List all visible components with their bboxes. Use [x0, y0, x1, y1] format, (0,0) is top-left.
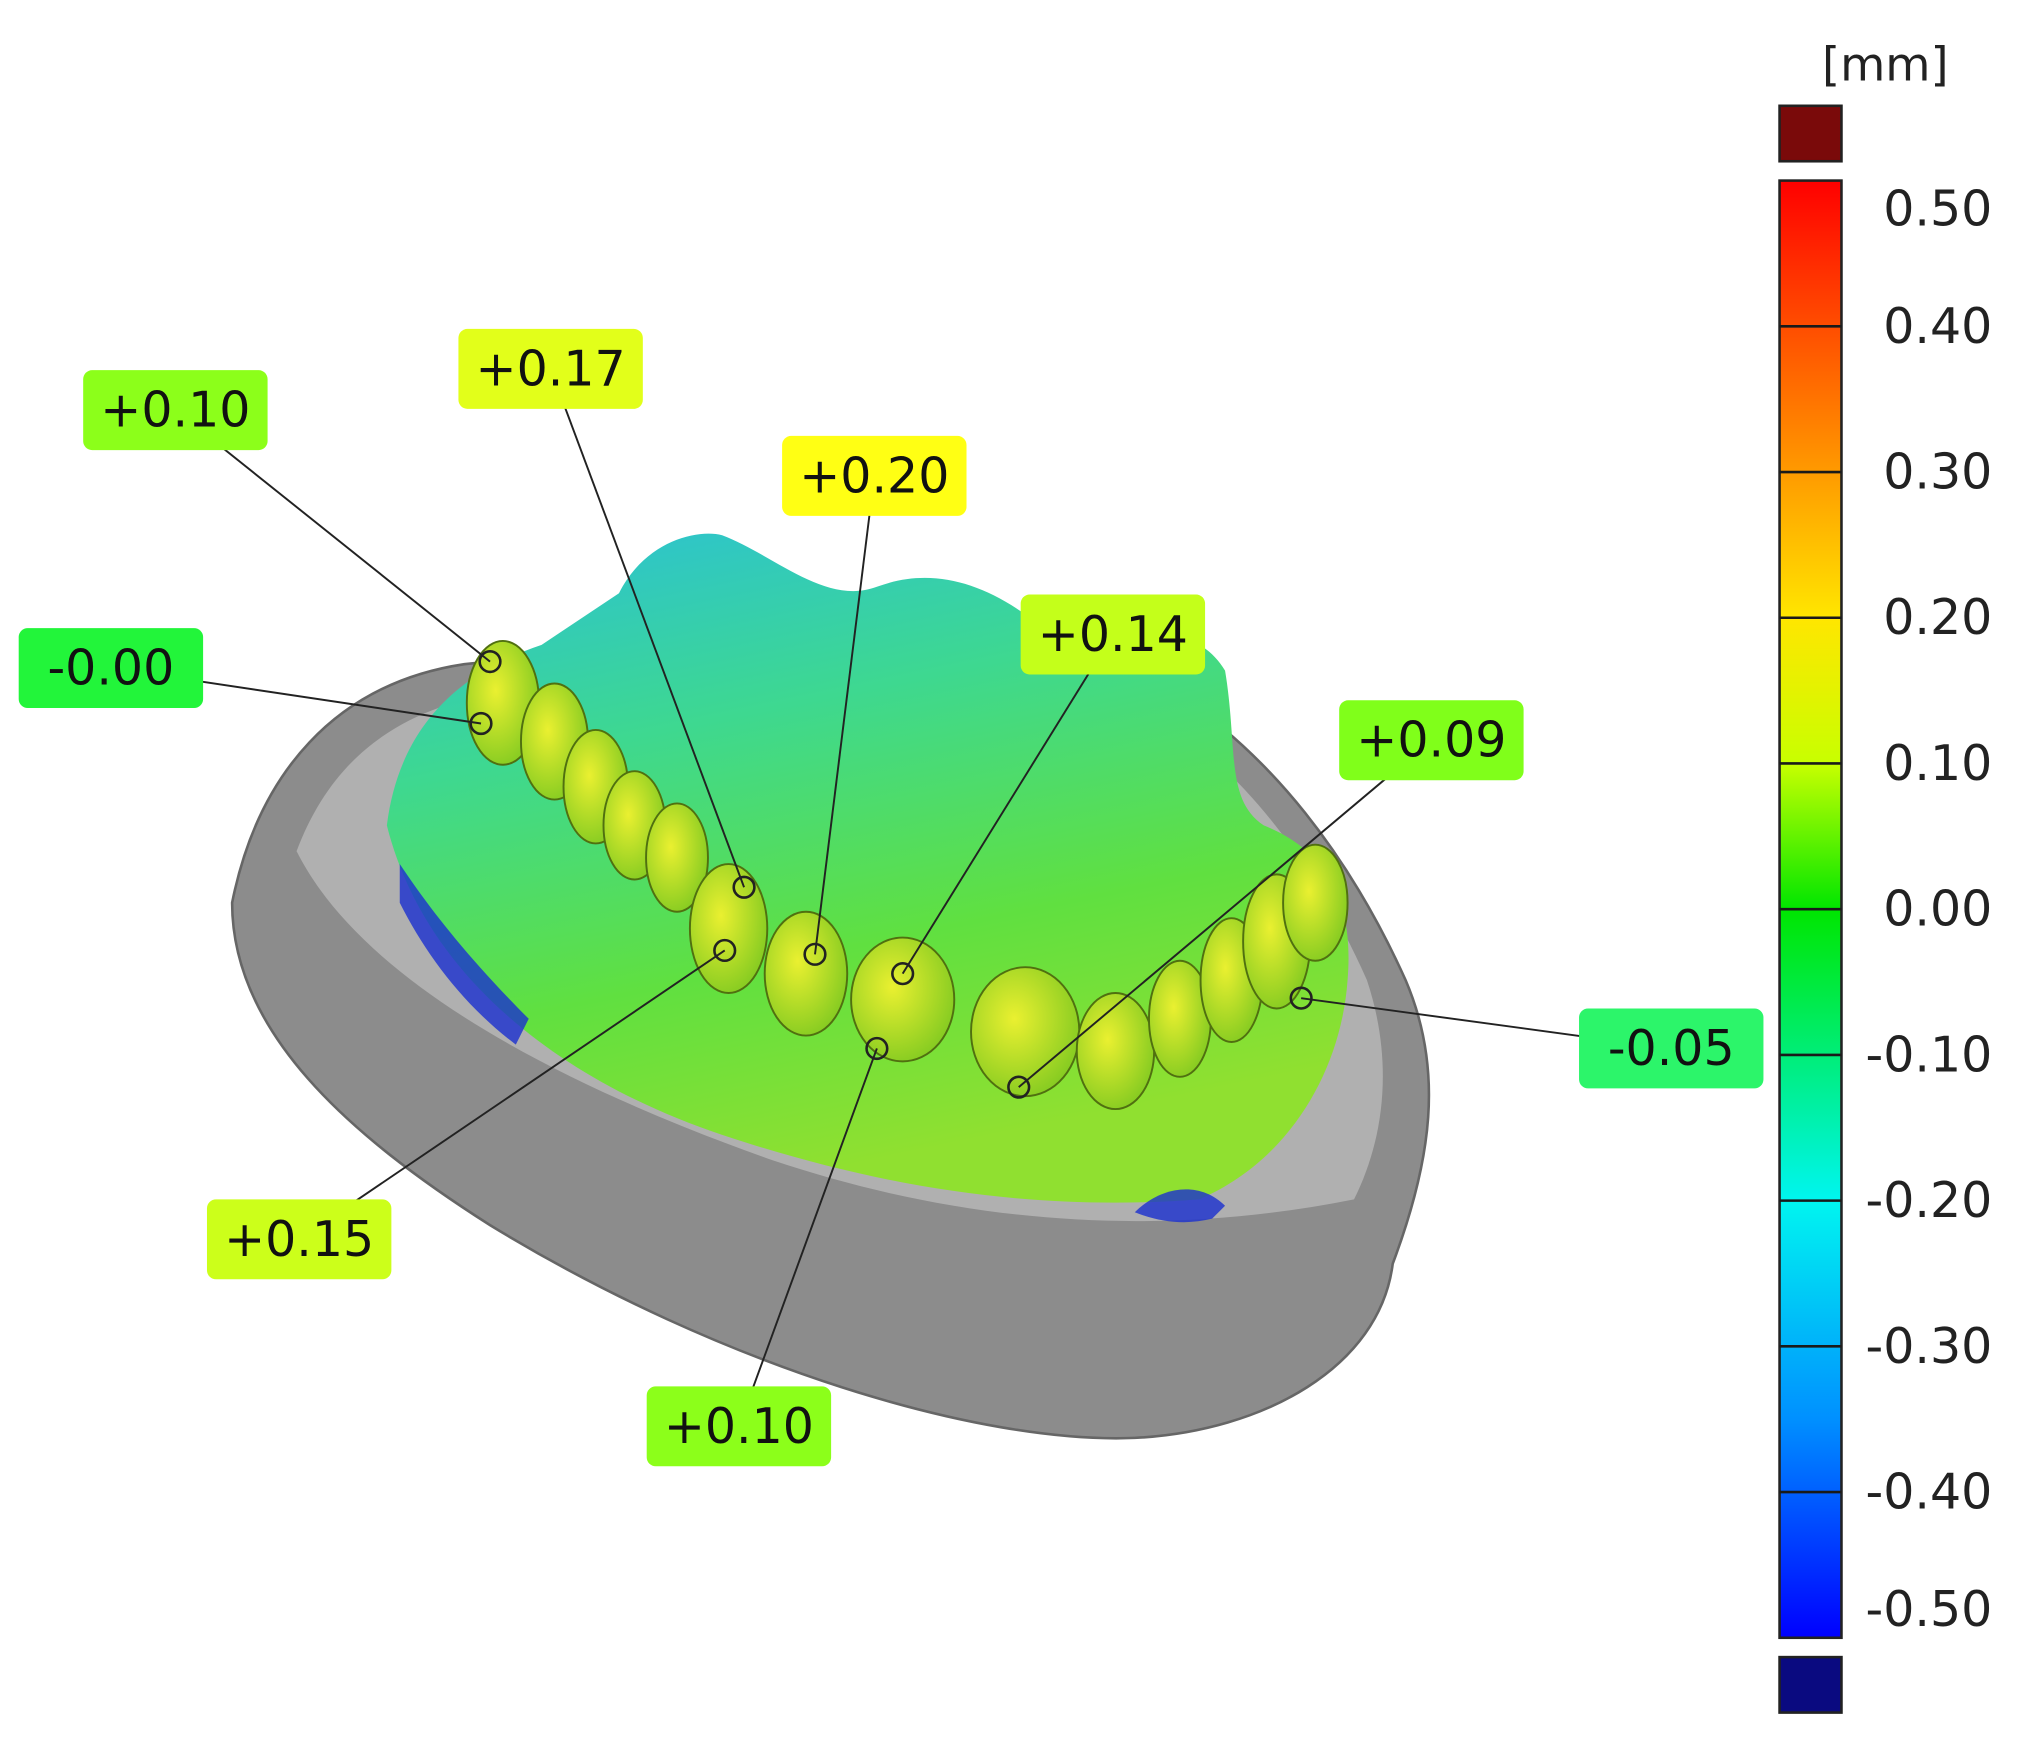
- leader-line: [901, 634, 1114, 975]
- scale-tick-label: -0.40: [1866, 1464, 1993, 1521]
- scale-tick-label: -0.30: [1866, 1318, 1993, 1375]
- tooth: [763, 910, 849, 1037]
- scan-shadow: [399, 864, 529, 1045]
- annotation-label: -0.00: [48, 640, 175, 697]
- scale-tick-label: -0.10: [1866, 1026, 1993, 1083]
- point-marker: [713, 938, 737, 963]
- annotation-box: [1579, 1008, 1764, 1089]
- annotation-box: [782, 435, 967, 516]
- leader-line: [298, 949, 726, 1241]
- teeth: [465, 639, 1349, 1111]
- annotation-box: [18, 628, 204, 709]
- annotation: +0.20: [782, 435, 967, 966]
- point-marker: [732, 875, 756, 899]
- under-range-swatch: [1778, 1655, 1843, 1714]
- annotation-label: +0.10: [664, 1398, 814, 1455]
- leader-line: [1018, 739, 1433, 1088]
- scale-tick-label: -0.50: [1866, 1581, 1993, 1638]
- annotation-box: [1020, 594, 1206, 675]
- scale-tick-label: 0.40: [1883, 298, 1992, 355]
- point-marker: [1289, 986, 1313, 1010]
- tooth: [1075, 992, 1156, 1111]
- point-marker: [891, 962, 915, 986]
- annotation-box: [646, 1386, 832, 1467]
- annotation-box: [83, 370, 268, 451]
- point-marker: [478, 649, 502, 674]
- scale-tick-label: 0.20: [1883, 589, 1992, 646]
- annotation: +0.14: [891, 594, 1206, 986]
- leader-line: [814, 475, 876, 955]
- tooth: [1282, 843, 1349, 962]
- annotation: +0.17: [458, 328, 756, 899]
- scale-tick-label: 0.00: [1883, 881, 1992, 938]
- color-scale: [mm] 0.50 0.40 0.30 0.20 0.10 0.00 -0.10 -0.20 -…: [1778, 38, 1993, 1714]
- annotation: +0.09: [1007, 700, 1524, 1099]
- scan-shadow: [1134, 1189, 1226, 1223]
- annotation-box: [1339, 700, 1524, 781]
- leader-line: [549, 368, 745, 888]
- annotation-box: [206, 1199, 392, 1280]
- scale-unit: [mm]: [1822, 38, 1949, 92]
- point-marker: [1007, 1075, 1031, 1099]
- leader-line: [174, 409, 491, 663]
- tooth: [688, 863, 769, 994]
- annotation: +0.15: [206, 938, 737, 1280]
- tooth: [850, 936, 956, 1063]
- leader-line: [737, 1048, 878, 1427]
- annotation: +0.10: [83, 370, 502, 674]
- annotation: -0.00: [18, 628, 493, 736]
- tooth: [970, 966, 1081, 1098]
- over-range-swatch: [1778, 104, 1843, 163]
- point-marker: [865, 1036, 889, 1061]
- point-marker: [469, 711, 493, 736]
- annotation-label: +0.09: [1356, 712, 1506, 769]
- scale-tick-label: 0.30: [1883, 444, 1992, 501]
- annotation-label: +0.17: [476, 340, 626, 397]
- annotation-label: +0.15: [224, 1211, 374, 1268]
- annotation: +0.10: [646, 1036, 889, 1467]
- annotation-label: +0.20: [799, 447, 949, 504]
- annotation: -0.05: [1289, 986, 1764, 1089]
- annotation-label: -0.05: [1608, 1020, 1735, 1077]
- dental-model: [230, 533, 1431, 1440]
- scale-tick-label: 0.10: [1883, 735, 1992, 792]
- annotation-label: +0.10: [100, 382, 250, 439]
- annotations: +0.10 +0.17 +0.20 +0.14 +0.09 -0.00 -0.05 +0.15…: [18, 328, 1764, 1467]
- tooth: [645, 802, 709, 913]
- annotation-label: +0.14: [1038, 606, 1188, 663]
- scale-tick-label: 0.50: [1883, 180, 1992, 237]
- annotation-box: [458, 328, 643, 409]
- scale-tick-label: -0.20: [1866, 1172, 1993, 1229]
- point-marker: [803, 942, 827, 966]
